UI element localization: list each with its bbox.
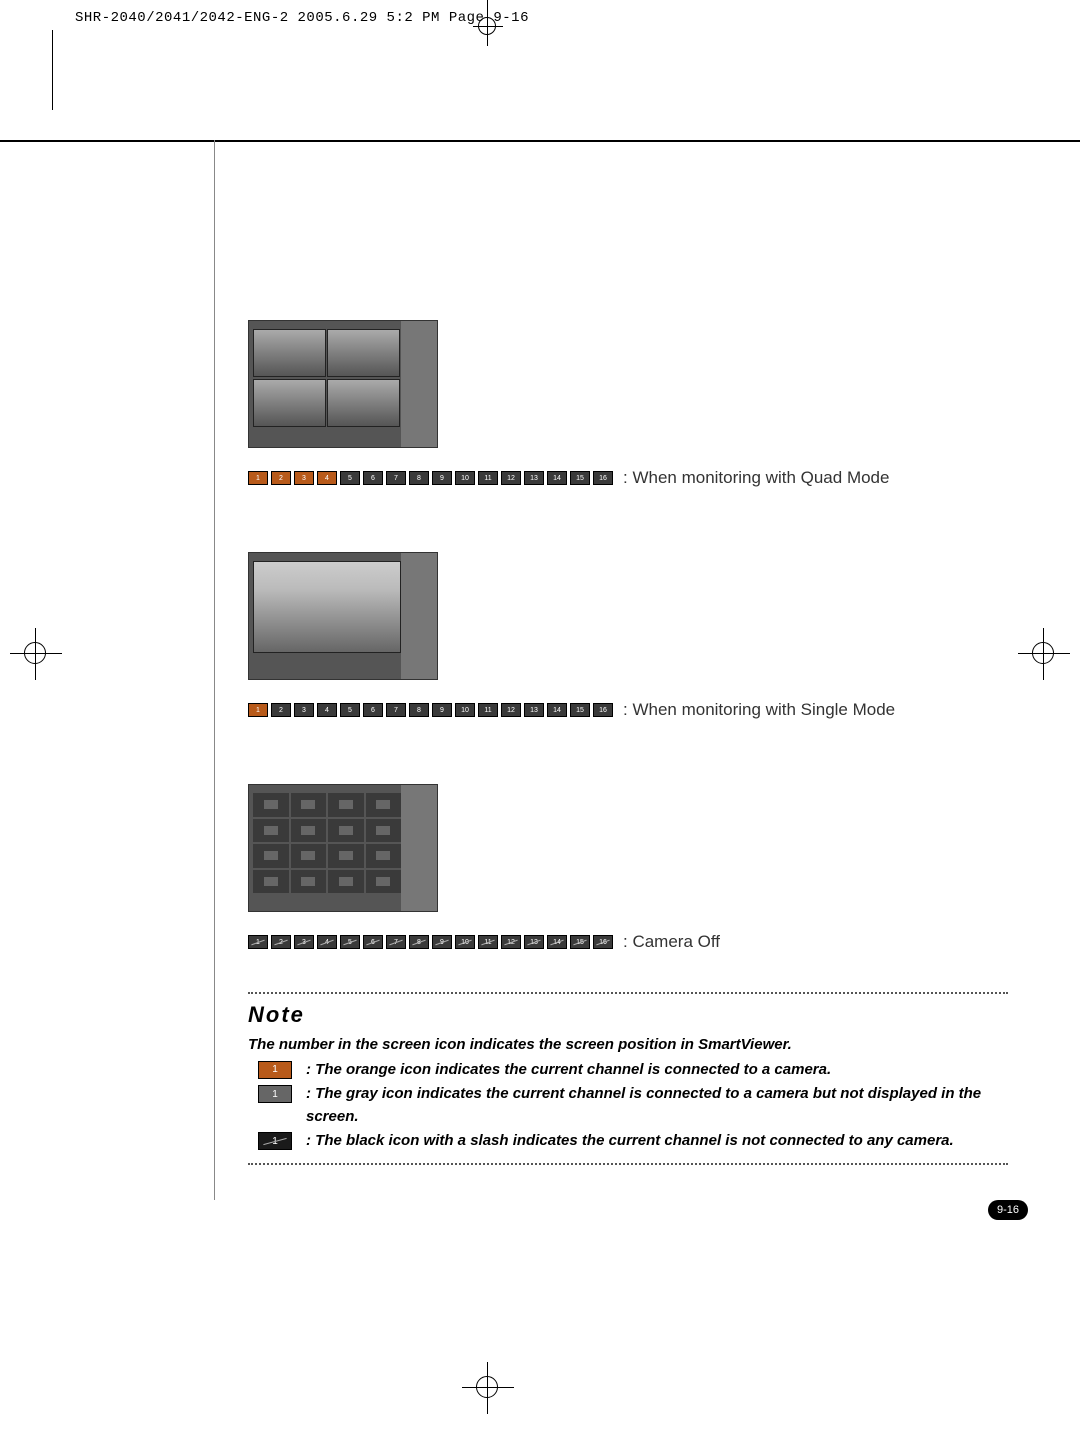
screenshot-off xyxy=(248,784,438,912)
channel-chip-9: 9 xyxy=(432,703,452,717)
channel-chip-14: 14 xyxy=(547,471,567,485)
crop-mark-bottom xyxy=(470,1370,506,1406)
channel-chip-13: 13 xyxy=(524,935,544,949)
channel-chip-12: 12 xyxy=(501,471,521,485)
row-off: 12345678910111213141516 : Camera Off xyxy=(248,932,1008,952)
note-separator-top xyxy=(248,992,1008,994)
channel-chip-2: 2 xyxy=(271,703,291,717)
channel-chip-15: 15 xyxy=(570,471,590,485)
horizontal-rule xyxy=(0,140,1080,142)
bullet-black-text: : The black icon with a slash indicates … xyxy=(306,1130,1008,1153)
channel-chip-6: 6 xyxy=(363,935,383,949)
channel-chip-4: 4 xyxy=(317,703,337,717)
channel-chip-10: 10 xyxy=(455,935,475,949)
bullet-orange-text: : The orange icon indicates the current … xyxy=(306,1059,1008,1082)
pdf-header: SHR-2040/2041/2042-ENG-2 2005.6.29 5:2 P… xyxy=(75,10,529,26)
channel-chip-13: 13 xyxy=(524,471,544,485)
channel-chip-5: 5 xyxy=(340,471,360,485)
channel-chip-7: 7 xyxy=(386,703,406,717)
channel-chip-1: 1 xyxy=(248,471,268,485)
note-separator-bottom xyxy=(248,1163,1008,1165)
channel-chip-16: 16 xyxy=(593,471,613,485)
chip-row-off: 12345678910111213141516 xyxy=(248,935,613,949)
channel-chip-3: 3 xyxy=(294,935,314,949)
channel-chip-8: 8 xyxy=(409,471,429,485)
channel-chip-11: 11 xyxy=(478,703,498,717)
note-intro: The number in the screen icon indicates … xyxy=(248,1034,1008,1057)
note-title: Note xyxy=(248,1002,1008,1028)
channel-chip-5: 5 xyxy=(340,703,360,717)
channel-chip-6: 6 xyxy=(363,471,383,485)
bullet-gray: 1 : The gray icon indicates the current … xyxy=(248,1083,1008,1128)
note-body: The number in the screen icon indicates … xyxy=(248,1034,1008,1153)
bullet-black: 1 : The black icon with a slash indicate… xyxy=(248,1130,1008,1153)
channel-chip-1: 1 xyxy=(248,935,268,949)
channel-chip-4: 4 xyxy=(317,471,337,485)
label-single: : When monitoring with Single Mode xyxy=(623,700,895,720)
channel-chip-2: 2 xyxy=(271,935,291,949)
channel-chip-11: 11 xyxy=(478,471,498,485)
chip-row-single: 12345678910111213141516 xyxy=(248,703,613,717)
channel-chip-16: 16 xyxy=(593,703,613,717)
channel-chip-10: 10 xyxy=(455,471,475,485)
channel-chip-7: 7 xyxy=(386,935,406,949)
screenshot-single xyxy=(248,552,438,680)
black-icon: 1 xyxy=(258,1132,292,1150)
page-content: 12345678910111213141516 : When monitorin… xyxy=(248,320,1008,1173)
bullet-orange: 1 : The orange icon indicates the curren… xyxy=(248,1059,1008,1082)
margin-rule xyxy=(214,140,215,1200)
gray-icon: 1 xyxy=(258,1085,292,1103)
channel-chip-10: 10 xyxy=(455,703,475,717)
screenshot-quad xyxy=(248,320,438,448)
channel-chip-8: 8 xyxy=(409,935,429,949)
channel-chip-5: 5 xyxy=(340,935,360,949)
row-single: 12345678910111213141516 : When monitorin… xyxy=(248,700,1008,720)
channel-chip-4: 4 xyxy=(317,935,337,949)
channel-chip-6: 6 xyxy=(363,703,383,717)
channel-chip-1: 1 xyxy=(248,703,268,717)
channel-chip-12: 12 xyxy=(501,935,521,949)
channel-chip-7: 7 xyxy=(386,471,406,485)
channel-chip-9: 9 xyxy=(432,935,452,949)
page-number-badge: 9-16 xyxy=(988,1200,1028,1220)
channel-chip-14: 14 xyxy=(547,703,567,717)
channel-chip-13: 13 xyxy=(524,703,544,717)
channel-chip-8: 8 xyxy=(409,703,429,717)
bullet-gray-text: : The gray icon indicates the current ch… xyxy=(306,1083,1008,1128)
channel-chip-15: 15 xyxy=(570,703,590,717)
vertical-tick xyxy=(52,30,53,110)
channel-chip-2: 2 xyxy=(271,471,291,485)
channel-chip-11: 11 xyxy=(478,935,498,949)
orange-icon: 1 xyxy=(258,1061,292,1079)
channel-chip-15: 15 xyxy=(570,935,590,949)
label-quad: : When monitoring with Quad Mode xyxy=(623,468,889,488)
chip-row-quad: 12345678910111213141516 xyxy=(248,471,613,485)
channel-chip-3: 3 xyxy=(294,471,314,485)
crop-mark-left xyxy=(18,636,54,672)
channel-chip-12: 12 xyxy=(501,703,521,717)
channel-chip-14: 14 xyxy=(547,935,567,949)
crop-mark-right xyxy=(1026,636,1062,672)
channel-chip-9: 9 xyxy=(432,471,452,485)
label-off: : Camera Off xyxy=(623,932,720,952)
row-quad: 12345678910111213141516 : When monitorin… xyxy=(248,468,1008,488)
channel-chip-3: 3 xyxy=(294,703,314,717)
channel-chip-16: 16 xyxy=(593,935,613,949)
